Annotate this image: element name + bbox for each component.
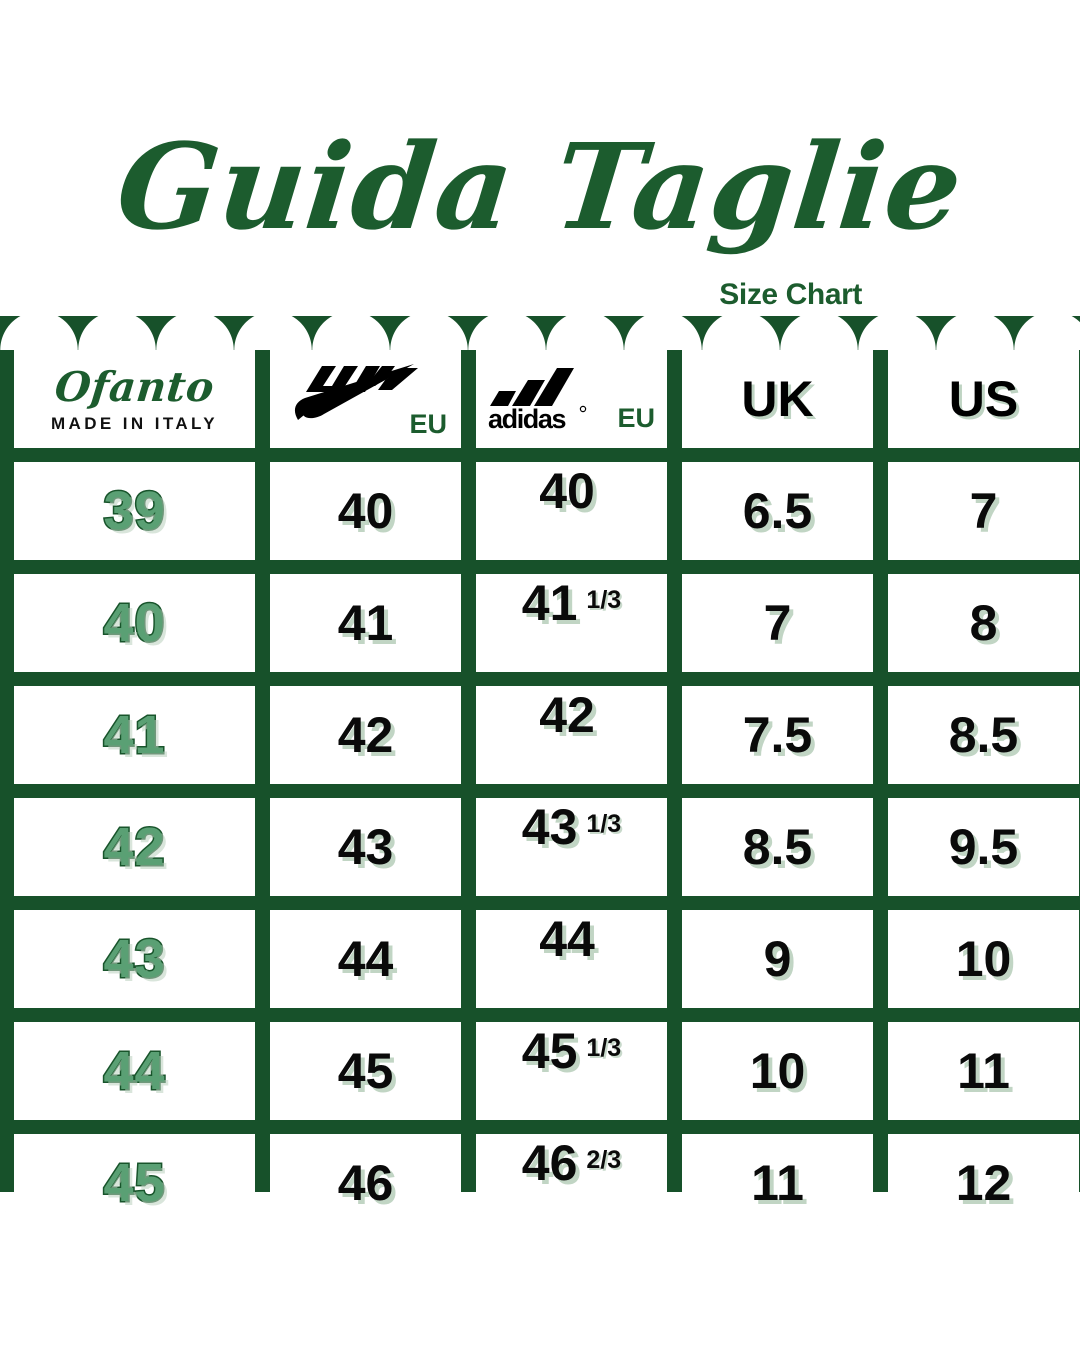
table-row: 7.5 xyxy=(682,686,873,784)
cell-adidas: 44 xyxy=(539,911,595,967)
cell-us: 10 xyxy=(955,931,1012,987)
cell-adidas-fraction: 1/3 xyxy=(586,810,622,838)
svg-text:adidas: adidas xyxy=(488,404,566,432)
ofanto-brand-name: Ofanto xyxy=(52,362,217,411)
cell-us: 8 xyxy=(969,595,998,651)
cell-us: 12 xyxy=(955,1155,1012,1211)
cell-nike: 40 xyxy=(337,483,394,539)
cell-ofanto: 39 xyxy=(102,480,166,543)
table-row: 46 xyxy=(270,1134,461,1232)
cell-ofanto: 40 xyxy=(102,592,166,655)
header-label-us: US xyxy=(948,371,1019,427)
cell-adidas: 42 xyxy=(539,687,595,743)
header-cell-adidas: adidas EU xyxy=(476,350,667,448)
table-row: 46 2/3 xyxy=(476,1134,667,1232)
cell-uk: 6.5 xyxy=(742,483,813,539)
cell-adidas-fraction: 2/3 xyxy=(586,1146,622,1174)
table-row: 7 xyxy=(682,574,873,672)
table-row: 10 xyxy=(888,910,1079,1008)
ofanto-tagline: MADE IN ITALY xyxy=(51,413,218,433)
cell-uk: 10 xyxy=(749,1043,806,1099)
cell-nike: 45 xyxy=(337,1043,394,1099)
table-row: 40 xyxy=(14,574,255,672)
cell-us: 11 xyxy=(957,1043,1010,1099)
cell-adidas-fraction: 1/3 xyxy=(586,1034,622,1062)
table-row: 45 1/3 xyxy=(476,1022,667,1120)
cell-nike: 44 xyxy=(337,931,394,987)
table-row: 40 xyxy=(476,462,667,560)
cell-nike: 42 xyxy=(337,707,394,763)
cell-nike: 46 xyxy=(337,1155,394,1211)
adidas-three-bars-icon: adidas xyxy=(488,368,587,432)
cell-nike: 43 xyxy=(337,819,394,875)
table-row: 39 xyxy=(14,462,255,560)
cell-us: 7 xyxy=(969,483,998,539)
table-row: 45 xyxy=(270,1022,461,1120)
header-cell-ofanto: Ofanto MADE IN ITALY xyxy=(14,350,255,448)
cell-ofanto: 43 xyxy=(102,928,166,991)
title-area: Guida Taglie Size Chart xyxy=(0,0,1080,316)
cell-nike: 41 xyxy=(337,595,394,651)
nike-swoosh-icon xyxy=(294,364,418,420)
scallop-top-edge xyxy=(0,316,1080,350)
cell-adidas-fraction: 1/3 xyxy=(586,586,622,614)
table-row: 42 xyxy=(270,686,461,784)
table-row: 8 xyxy=(888,574,1079,672)
table-row: 44 xyxy=(270,910,461,1008)
table-row: 42 xyxy=(14,798,255,896)
table-row: 45 xyxy=(14,1134,255,1232)
cell-uk: 7 xyxy=(763,595,792,651)
header-label-uk: UK xyxy=(741,371,814,427)
cell-ofanto: 45 xyxy=(102,1152,166,1215)
table-row: 9.5 xyxy=(888,798,1079,896)
cell-adidas: 43 xyxy=(521,799,578,855)
table-row: 9 xyxy=(682,910,873,1008)
cell-ofanto: 44 xyxy=(102,1040,166,1103)
cell-uk: 8.5 xyxy=(742,819,813,875)
table-row: 11 xyxy=(682,1134,873,1232)
size-chart-panel: Ofanto MADE IN ITALY EU xyxy=(0,316,1080,1232)
cell-us: 8.5 xyxy=(948,707,1019,763)
page-subtitle: Size Chart xyxy=(719,278,862,311)
header-cell-nike: EU xyxy=(270,350,461,448)
table-row: 40 xyxy=(270,462,461,560)
table-row: 43 1/3 xyxy=(476,798,667,896)
table-row: 6.5 xyxy=(682,462,873,560)
table-row: 11 xyxy=(888,1022,1079,1120)
cell-uk: 7.5 xyxy=(742,707,813,763)
header-cell-uk: UK xyxy=(682,350,873,448)
cell-adidas: 40 xyxy=(539,463,595,519)
table-row: 10 xyxy=(682,1022,873,1120)
table-row: 41 1/3 xyxy=(476,574,667,672)
nike-unit-label: EU xyxy=(409,409,447,439)
size-chart-table: Ofanto MADE IN ITALY EU xyxy=(14,350,1079,1232)
table-row: 44 xyxy=(476,910,667,1008)
cell-adidas: 46 xyxy=(521,1135,578,1191)
table-row: 8.5 xyxy=(888,686,1079,784)
table-row: 41 xyxy=(14,686,255,784)
table-row: 7 xyxy=(888,462,1079,560)
table-row: 43 xyxy=(270,798,461,896)
page-title: Guida Taglie xyxy=(110,117,970,256)
ofanto-logo: Ofanto MADE IN ITALY xyxy=(51,362,218,433)
cell-uk: 9 xyxy=(763,931,792,987)
cell-ofanto: 41 xyxy=(102,704,166,767)
cell-us: 9.5 xyxy=(948,819,1019,875)
cell-ofanto: 42 xyxy=(102,816,166,879)
cell-adidas: 45 xyxy=(521,1023,578,1079)
table-row: 12 xyxy=(888,1134,1079,1232)
adidas-unit-label: EU xyxy=(617,403,655,433)
cell-uk: 11 xyxy=(751,1155,804,1211)
cell-adidas: 41 xyxy=(521,575,578,631)
header-cell-us: US xyxy=(888,350,1079,448)
table-row: 43 xyxy=(14,910,255,1008)
table-row: 42 xyxy=(476,686,667,784)
table-row: 44 xyxy=(14,1022,255,1120)
table-row: 8.5 xyxy=(682,798,873,896)
table-row: 41 xyxy=(270,574,461,672)
